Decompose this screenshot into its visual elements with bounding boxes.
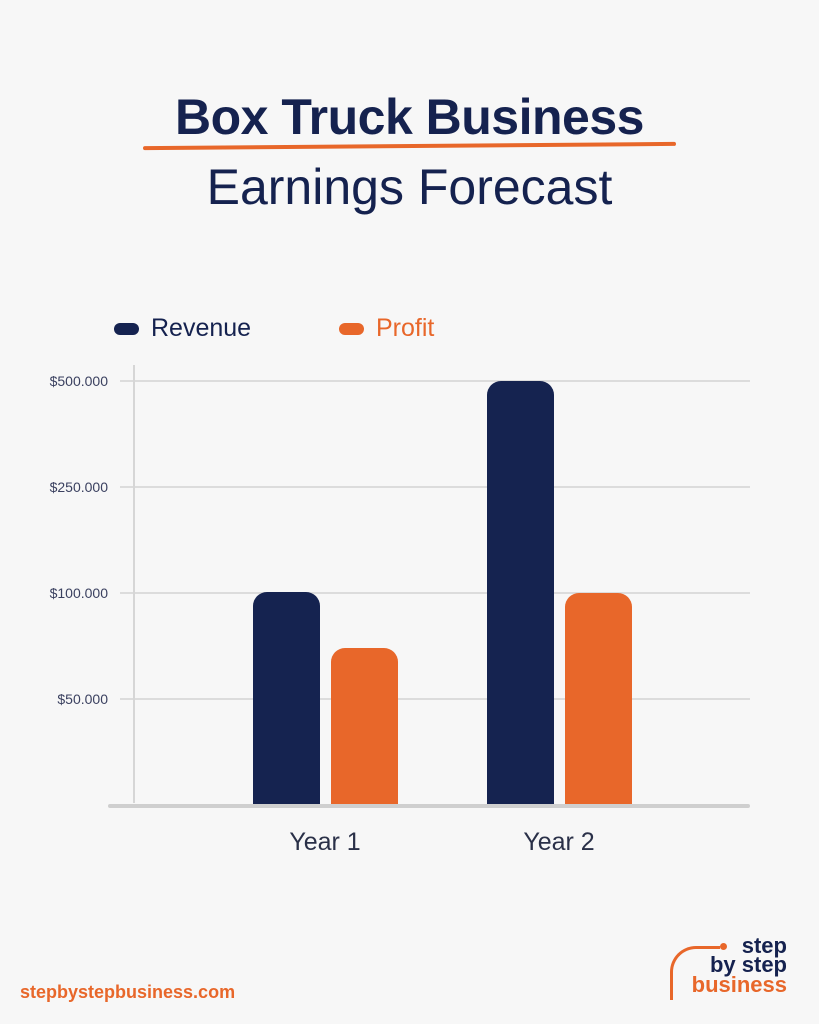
gridline-50k <box>120 698 750 700</box>
y-tick-250k: $250.000 <box>0 479 110 495</box>
x-tick-year2: Year 2 <box>523 828 595 856</box>
x-axis-line <box>108 804 750 808</box>
legend-label-profit: Profit <box>376 314 435 342</box>
profit-swatch-icon <box>339 322 364 335</box>
bar-year1-revenue <box>253 592 320 804</box>
title-line-2: Earnings Forecast <box>206 159 613 215</box>
y-tick-100k: $100.000 <box>0 585 110 601</box>
bar-year2-revenue <box>487 381 554 804</box>
title-line-1: Box Truck Business <box>175 89 644 145</box>
legend-item-revenue: Revenue <box>114 314 251 343</box>
logo-text-step: step <box>741 933 787 958</box>
x-tick-year1: Year 1 <box>289 828 361 856</box>
revenue-swatch-icon <box>114 322 139 335</box>
footer-url-link[interactable]: stepbystepbusiness.com <box>20 982 236 1002</box>
bar-year1-profit <box>331 648 398 804</box>
gridline-100k <box>120 592 750 594</box>
y-tick-50k: $50.000 <box>0 691 110 707</box>
logo-text-business: business <box>691 972 787 997</box>
gridline-500k <box>120 380 750 382</box>
logo-text-bystep: by step <box>709 952 787 977</box>
logo-dot-icon <box>720 943 727 950</box>
logo-arc-icon <box>670 946 720 1000</box>
y-axis-line <box>133 365 135 803</box>
gridline-250k <box>120 486 750 488</box>
y-tick-500k: $500.000 <box>0 373 110 389</box>
bar-year2-profit <box>565 593 632 804</box>
legend-item-profit: Profit <box>339 314 434 343</box>
legend-label-revenue: Revenue <box>151 314 252 342</box>
brand-logo: step by step business <box>668 933 793 1002</box>
